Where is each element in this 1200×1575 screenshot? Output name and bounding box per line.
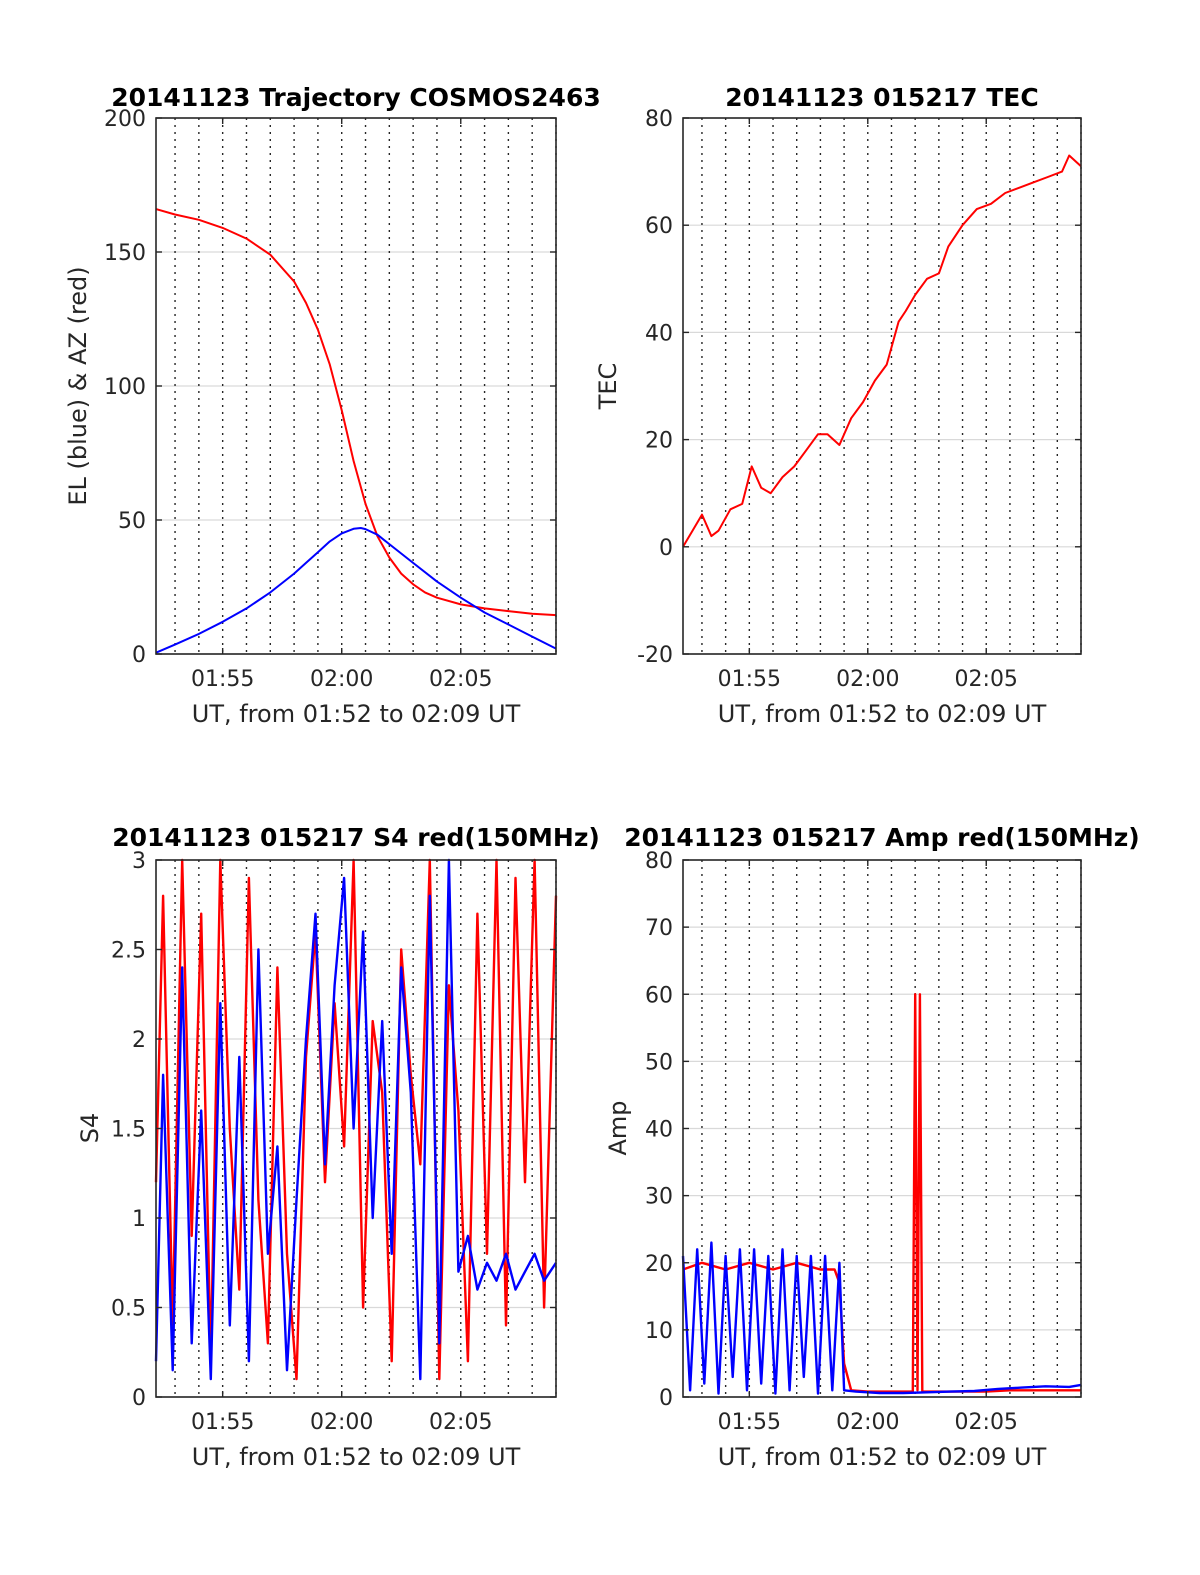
series-line-2 [155,527,557,654]
x-tick-label: 02:05 [429,1410,492,1435]
x-tick-label: 02:00 [310,667,373,692]
y-tick-label: 0 [659,536,673,561]
y-tick-label: 200 [104,107,146,132]
x-tick-label: 02:00 [836,1410,899,1435]
series-line-1 [682,993,1081,1393]
y-tick-label: 60 [645,983,673,1008]
y-tick-label: 20 [645,1252,673,1277]
x-tick-label: 01:55 [191,667,254,692]
x-tick-label: 01:55 [718,667,781,692]
chart-title: 20141123 015217 S4 red(150MHz) [112,823,600,852]
y-tick-label: 80 [645,107,673,132]
series-line-1 [155,208,557,617]
y-tick-label: 80 [645,849,673,874]
series-line-1 [682,154,1082,548]
y-axis-label: TEC [594,363,622,411]
y-tick-label: 0.5 [111,1297,146,1322]
x-tick-label: 02:00 [310,1410,373,1435]
y-tick-label: 0 [132,1386,146,1411]
y-tick-label: 3 [132,849,146,874]
y-tick-label: 100 [104,375,146,400]
chart-title: 20141123 015217 TEC [725,83,1038,112]
x-axis-label: UT, from 01:52 to 02:09 UT [192,1443,521,1471]
chart-title: 20141123 Trajectory COSMOS2463 [111,83,601,112]
x-tick-label: 02:05 [955,667,1018,692]
y-tick-label: 40 [645,1118,673,1143]
panel-s4: 20141123 015217 S4 red(150MHz) UT, from … [76,823,600,1471]
y-tick-label: 30 [645,1185,673,1210]
plot-frame [682,117,1082,655]
y-tick-label: 0 [132,643,146,668]
y-tick-label: 50 [645,1050,673,1075]
y-tick-label: 1 [132,1207,146,1232]
series-line-2 [154,858,557,1381]
x-axis-label: UT, from 01:52 to 02:09 UT [192,700,521,728]
chart-title: 20141123 015217 Amp red(150MHz) [624,823,1140,852]
x-tick-label: 02:00 [836,667,899,692]
y-tick-label: 1.5 [111,1118,146,1143]
y-tick-label: 40 [645,321,673,346]
panel-amp: 20141123 015217 Amp red(150MHz) UT, from… [604,823,1140,1471]
series-line-1 [154,858,558,1381]
series-line-2 [681,1241,1082,1395]
x-tick-label: 01:55 [718,1410,781,1435]
x-tick-label: 02:05 [429,667,492,692]
y-tick-label: 0 [659,1386,673,1411]
y-tick-label: -20 [637,643,673,668]
panel-tec: 20141123 015217 TEC UT, from 01:52 to 02… [594,83,1082,728]
y-tick-label: 20 [645,429,673,454]
x-tick-label: 02:05 [955,1410,1018,1435]
y-tick-label: 10 [645,1319,673,1344]
panel-trajectory: 20141123 Trajectory COSMOS2463 UT, from … [64,83,601,728]
x-axis-label: UT, from 01:52 to 02:09 UT [718,700,1047,728]
y-axis-label: Amp [604,1100,632,1155]
y-axis-label: S4 [76,1113,104,1144]
y-axis-label: EL (blue) & AZ (red) [64,266,92,505]
y-tick-label: 2 [132,1028,146,1053]
y-tick-label: 50 [118,509,146,534]
x-axis-label: UT, from 01:52 to 02:09 UT [718,1443,1047,1471]
y-tick-label: 2.5 [111,939,146,964]
y-tick-label: 70 [645,916,673,941]
y-tick-label: 60 [645,214,673,239]
y-tick-label: 150 [104,241,146,266]
x-tick-label: 01:55 [191,1410,254,1435]
